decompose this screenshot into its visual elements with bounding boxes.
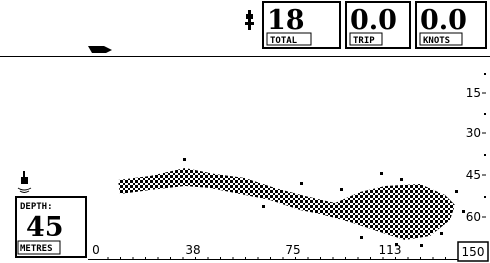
depth-label: 30 (466, 126, 481, 140)
depth-label: 15 (466, 86, 481, 100)
distance-label: 75 (285, 243, 300, 257)
readout-label: TRIP (353, 36, 375, 46)
depth-label: 60 (466, 210, 481, 224)
readout-value: 0.0 (350, 5, 397, 36)
sonar-screen: 18 TOTAL 0.0 TRIP 0.0 KNOTS 15 3 (0, 0, 490, 263)
boat-icon (88, 46, 112, 53)
distance-label: 38 (185, 243, 200, 257)
readout-value: 0.0 (420, 5, 467, 36)
depth-readout: DEPTH: 45 METRES (16, 197, 86, 257)
transducer-icon (18, 171, 31, 193)
readout-label: KNOTS (423, 36, 450, 46)
distance-label: 0 (92, 243, 100, 257)
depth-label: 45 (466, 168, 481, 182)
sonar-returns (118, 168, 455, 240)
depth-scale: 15 30 45 60 (466, 73, 486, 224)
distance-label: 113 (379, 243, 402, 257)
readout-knots: 0.0 KNOTS (416, 2, 486, 48)
readout-value: 18 (267, 5, 305, 36)
readout-trip: 0.0 TRIP (346, 2, 410, 48)
depth-readout-value: 45 (26, 212, 64, 243)
depth-readout-label: DEPTH: (20, 202, 53, 212)
readout-total: 18 TOTAL (263, 2, 340, 48)
readout-label: TOTAL (270, 36, 298, 46)
fish-counter-icon (245, 10, 254, 30)
distance-scale: 0 38 75 113 150 (88, 242, 488, 261)
depth-readout-unit: METRES (20, 244, 53, 254)
distance-label: 150 (462, 245, 485, 259)
